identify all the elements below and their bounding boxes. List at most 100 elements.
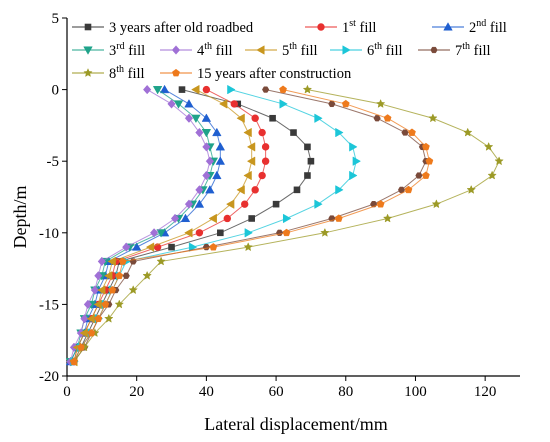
series-8 xyxy=(70,86,430,365)
data-point xyxy=(248,215,255,222)
data-point xyxy=(202,244,210,251)
data-point xyxy=(293,186,301,194)
data-point xyxy=(251,186,259,194)
data-point xyxy=(87,328,96,337)
data-point xyxy=(202,142,211,152)
data-point xyxy=(375,98,386,108)
data-point xyxy=(320,227,330,237)
data-point xyxy=(142,270,152,280)
data-point xyxy=(422,171,430,179)
data-point xyxy=(104,313,114,323)
data-point xyxy=(184,99,194,108)
data-point xyxy=(80,314,89,324)
data-point xyxy=(428,113,438,123)
x-tick-label: 0 xyxy=(63,384,71,400)
series-7 xyxy=(70,84,362,367)
legend-label: 3rd fill xyxy=(109,41,145,59)
y-tick-label: -15 xyxy=(39,297,59,313)
data-point xyxy=(230,100,238,108)
data-point xyxy=(202,170,211,181)
legend-item-10: 15 years after construction xyxy=(160,66,352,82)
data-point xyxy=(83,68,93,78)
data-point xyxy=(84,23,92,31)
data-point xyxy=(463,127,473,137)
data-point xyxy=(317,23,325,31)
data-point xyxy=(269,114,276,122)
legend: 3 years after old roadbed 1st fill 2nd fil… xyxy=(72,18,507,82)
data-point xyxy=(101,300,110,308)
data-point xyxy=(114,299,124,309)
data-point xyxy=(290,129,297,136)
x-tick-label: 120 xyxy=(474,384,497,400)
x-tick-label: 60 xyxy=(269,384,284,400)
data-point xyxy=(215,142,226,151)
data-point xyxy=(143,84,152,95)
series-line xyxy=(73,89,500,362)
data-point xyxy=(202,85,211,94)
data-point xyxy=(209,243,218,251)
data-point xyxy=(352,156,362,166)
data-point xyxy=(349,142,358,152)
data-point xyxy=(184,228,193,238)
data-point xyxy=(282,213,292,224)
data-point xyxy=(201,129,212,138)
data-point xyxy=(272,200,280,208)
y-tick-label: -20 xyxy=(39,369,59,385)
data-point xyxy=(466,184,476,194)
data-point xyxy=(212,170,222,180)
axes: 0 20 40 60 80 100 120 5 0 -5 -10 -15 -20 xyxy=(39,11,520,400)
series-6 xyxy=(69,84,256,367)
y-axis-title: Depth/m xyxy=(10,186,30,249)
legend-label: 5th fill xyxy=(282,41,318,59)
data-point xyxy=(408,128,416,136)
data-point xyxy=(131,242,142,251)
data-point xyxy=(93,299,102,310)
data-point xyxy=(328,100,336,108)
series-1 xyxy=(70,86,315,365)
data-point xyxy=(244,228,254,238)
data-point xyxy=(279,99,288,109)
legend-label: 15 years after construction xyxy=(197,66,352,82)
data-point xyxy=(212,127,222,137)
data-point xyxy=(401,129,409,136)
legend-item-9: 8th fill xyxy=(72,64,145,82)
data-point xyxy=(430,46,438,54)
data-point xyxy=(256,45,265,55)
legend-item-6: 5th fill xyxy=(245,41,318,59)
data-point xyxy=(243,242,253,252)
data-point xyxy=(171,45,181,55)
legend-item-4: 3rd fill xyxy=(72,41,145,59)
data-point xyxy=(282,228,291,237)
data-point xyxy=(314,199,323,209)
data-point xyxy=(156,229,166,238)
data-point xyxy=(219,99,228,109)
x-axis-title: Lateral displacement/mm xyxy=(204,414,387,434)
data-point xyxy=(195,127,204,138)
data-point xyxy=(243,170,252,181)
data-point xyxy=(77,343,85,351)
series-layer xyxy=(65,84,504,367)
data-point xyxy=(173,100,184,109)
data-point xyxy=(258,128,266,137)
data-point xyxy=(487,170,497,180)
x-tick-label: 40 xyxy=(199,384,214,400)
data-point xyxy=(243,127,252,138)
data-point xyxy=(208,213,217,224)
data-point xyxy=(145,242,155,252)
series-3 xyxy=(65,84,226,366)
data-point xyxy=(307,157,315,165)
data-point xyxy=(334,214,343,222)
data-point xyxy=(178,86,186,93)
data-point xyxy=(261,143,270,151)
data-point xyxy=(90,285,100,295)
data-point xyxy=(97,285,106,295)
data-point xyxy=(205,185,215,194)
data-point xyxy=(246,156,256,166)
y-tick-label: -10 xyxy=(39,226,59,242)
data-point xyxy=(195,229,204,237)
data-point xyxy=(172,68,180,77)
data-point xyxy=(149,228,159,238)
legend-item-7: 6th fill xyxy=(330,41,403,59)
data-point xyxy=(404,185,413,194)
